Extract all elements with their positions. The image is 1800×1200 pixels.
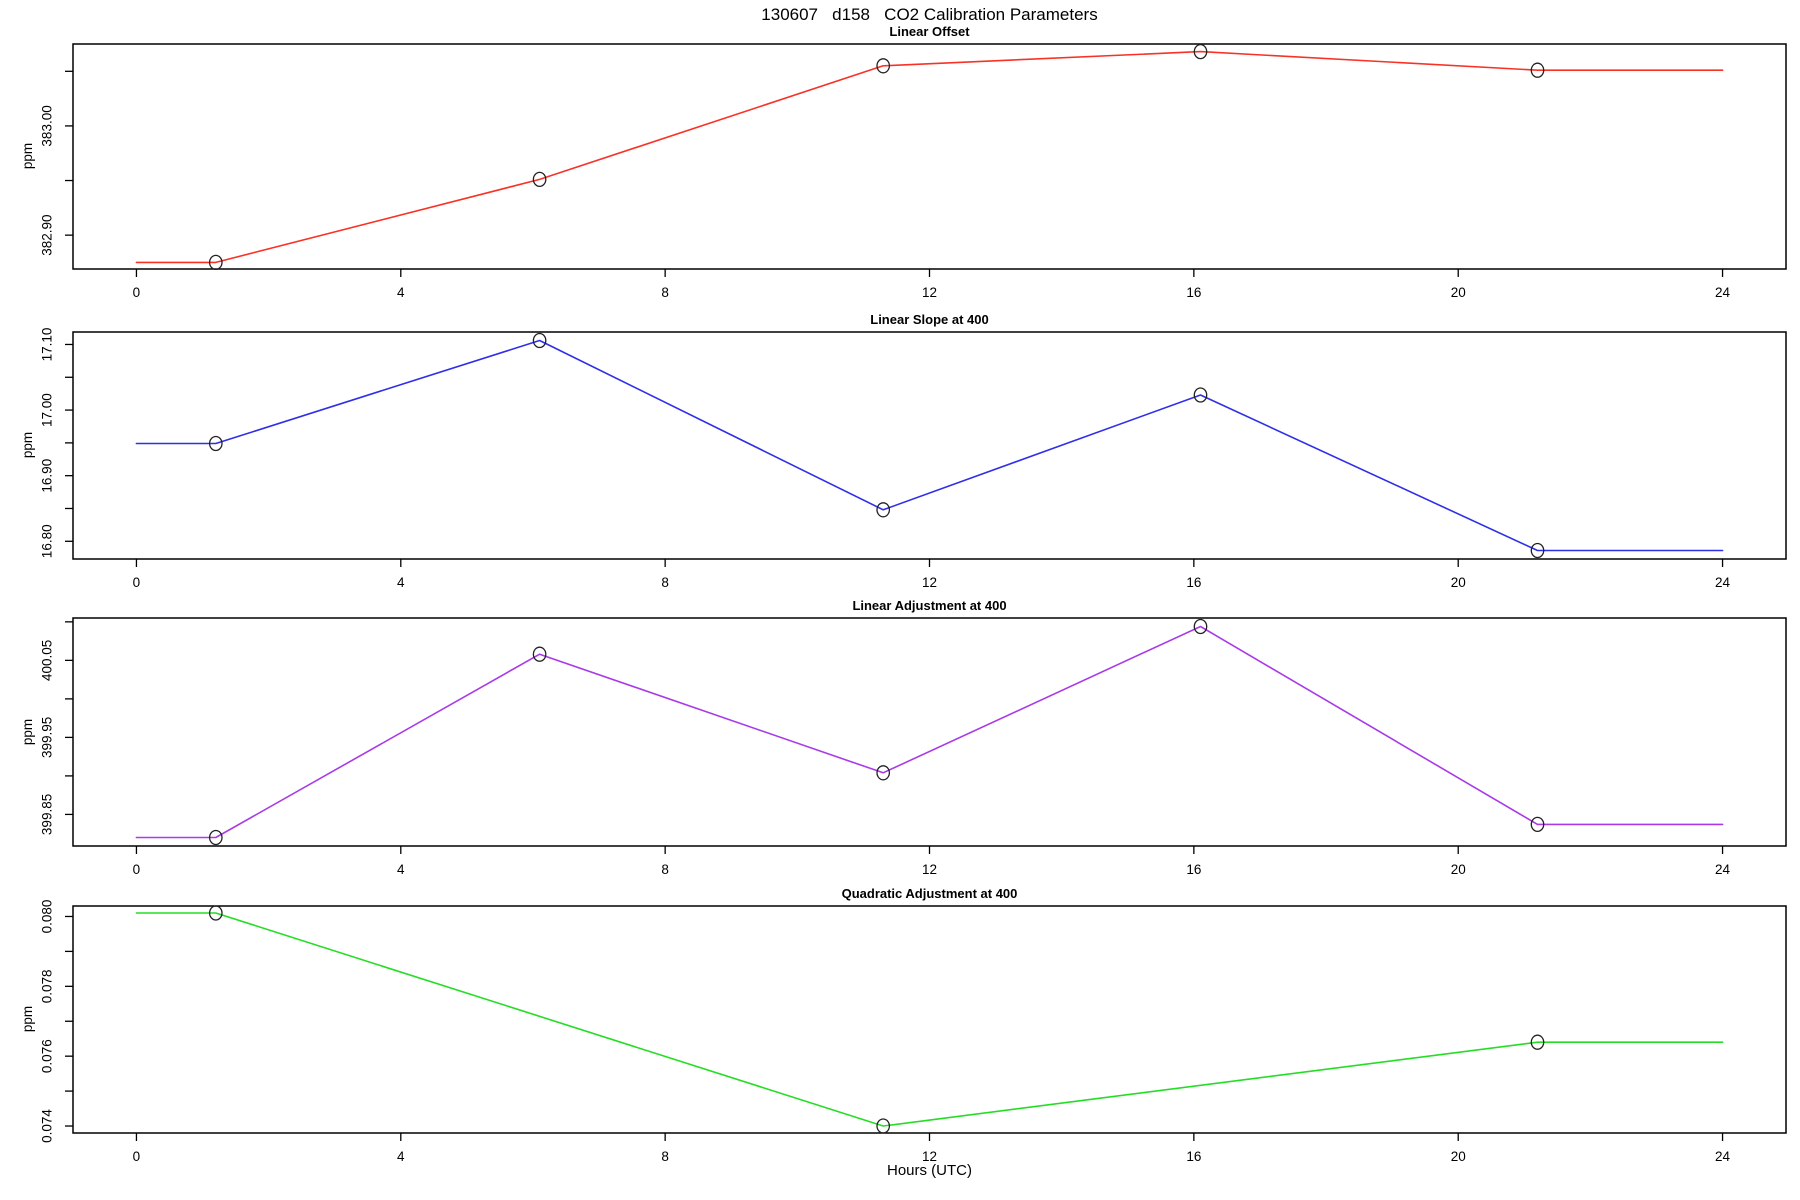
series-line	[135, 50, 1724, 264]
y-tick-label: 399.85	[40, 794, 55, 835]
x-tick-label: 8	[661, 1149, 669, 1164]
x-tick-label: 16	[1186, 285, 1201, 300]
panel-4: 0.074 0.076 0.078 0.080 0 4 8 12 16 20 24	[40, 900, 1787, 1164]
panel-title-quadratic-adjustment: Quadratic Adjustment at 400	[841, 886, 1018, 901]
x-tick-label: 4	[397, 1149, 405, 1164]
data-point-marker	[1530, 816, 1545, 833]
y-tick-label: 0.076	[40, 1039, 55, 1073]
plot-box	[72, 617, 1787, 847]
data-point-marker	[876, 1118, 891, 1134]
series-line	[135, 339, 1724, 552]
y-tick-label: 0.074	[40, 1109, 55, 1143]
x-tick-label: 4	[397, 285, 405, 300]
y-tick-label: 17.00	[40, 393, 55, 427]
data-point-marker	[876, 765, 891, 781]
data-point-marker	[208, 254, 223, 271]
x-axis-label: Hours (UTC)	[887, 1162, 972, 1179]
data-point-marker	[1193, 387, 1208, 403]
data-point-marker	[876, 58, 891, 74]
y-tick-label: 0.078	[40, 969, 55, 1003]
data-point-marker	[208, 829, 223, 846]
x-tick-label: 24	[1715, 575, 1731, 590]
data-point-marker	[1530, 542, 1545, 559]
y-tick-label: 16.80	[40, 524, 55, 558]
x-tick-label: 0	[133, 575, 141, 590]
y-tick-label: 17.10	[40, 328, 55, 362]
x-tick-label: 20	[1451, 575, 1466, 590]
x-tick-label: 0	[133, 862, 141, 877]
x-tick-label: 24	[1715, 862, 1731, 877]
data-point-marker	[1530, 62, 1545, 78]
x-tick-label: 12	[922, 1149, 937, 1164]
x-tick-label: 12	[922, 862, 937, 877]
x-tick-label: 12	[922, 285, 937, 300]
panel-title-linear-adjustment: Linear Adjustment at 400	[852, 598, 1007, 613]
x-tick-label: 16	[1186, 575, 1201, 590]
data-point-marker	[1193, 43, 1208, 60]
x-tick-label: 8	[661, 862, 669, 877]
x-tick-label: 20	[1451, 285, 1466, 300]
x-tick-label: 16	[1186, 862, 1201, 877]
data-point-marker	[532, 332, 547, 349]
plot-box	[72, 331, 1787, 560]
x-tick-label: 24	[1715, 285, 1731, 300]
page-title: 130607 d158 CO2 Calibration Parameters	[761, 5, 1098, 24]
data-point-marker	[1193, 618, 1208, 635]
data-point-marker	[532, 171, 547, 188]
panel-1: 382.90 383.00 0 4 8 12 16 20 24	[40, 43, 1787, 300]
y-tick-label: 400.05	[40, 640, 55, 681]
x-tick-label: 20	[1451, 862, 1466, 877]
x-tick-label: 20	[1451, 1149, 1466, 1164]
x-tick-label: 12	[922, 575, 937, 590]
plot-box	[72, 43, 1787, 270]
series-line	[135, 625, 1724, 839]
plot-box	[72, 905, 1787, 1134]
x-tick-label: 4	[397, 862, 405, 877]
data-point-marker	[208, 905, 223, 921]
panel-3: 399.85 399.95 400.05 0 4 8 12 16 20 24	[40, 617, 1787, 877]
x-tick-label: 0	[133, 1149, 141, 1164]
data-point-marker	[208, 435, 223, 452]
x-tick-label: 4	[397, 575, 405, 590]
y-tick-label: 382.90	[40, 214, 55, 255]
x-tick-label: 16	[1186, 1149, 1201, 1164]
y-tick-label: 0.080	[40, 900, 55, 934]
series-line	[135, 912, 1724, 1127]
panel-title-linear-slope: Linear Slope at 400	[870, 312, 989, 327]
x-tick-label: 8	[661, 575, 669, 590]
data-point-marker	[876, 502, 891, 518]
panel-2: 16.80 16.90 17.00 17.10 0 4 8 12 16 20 24	[40, 328, 1787, 590]
x-tick-label: 0	[133, 285, 141, 300]
x-tick-label: 24	[1715, 1149, 1731, 1164]
data-point-marker	[1530, 1034, 1545, 1050]
x-tick-label: 8	[661, 285, 669, 300]
data-point-marker	[532, 646, 547, 662]
y-tick-label: 399.95	[40, 717, 55, 758]
panel-title-linear-offset: Linear Offset	[889, 24, 970, 39]
y-tick-label: 16.90	[40, 459, 55, 493]
y-tick-label: 383.00	[40, 105, 55, 146]
